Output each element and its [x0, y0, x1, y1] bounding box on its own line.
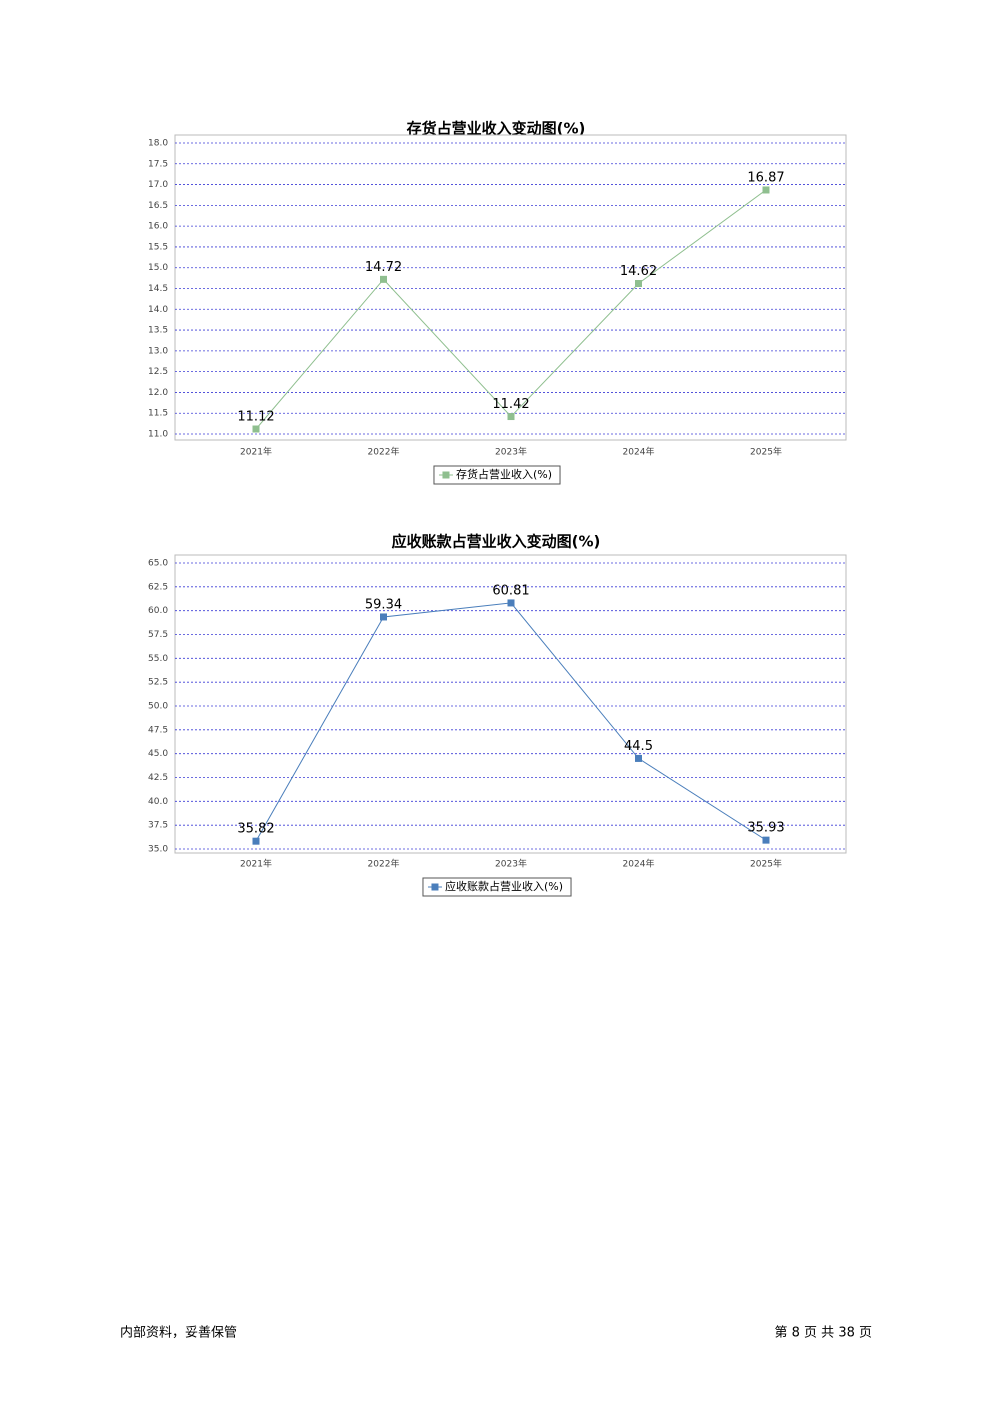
y-tick-label: 55.0	[148, 654, 168, 664]
y-tick-label: 42.5	[148, 773, 168, 783]
y-tick-label: 57.5	[148, 630, 168, 640]
x-tick-label: 2023年	[495, 446, 527, 458]
x-tick-label: 2021年	[240, 858, 272, 870]
chart-title: 存货占营业收入变动图(%)	[407, 120, 586, 138]
x-tick-label: 2022年	[368, 446, 400, 458]
data-point	[380, 613, 387, 621]
legend-box	[422, 877, 572, 897]
y-tick-label: 45.0	[148, 749, 168, 759]
data-point	[380, 275, 387, 283]
y-tick-label: 12.0	[148, 388, 168, 398]
data-label: 44.5	[624, 739, 653, 754]
x-tick-label: 2024年	[623, 858, 655, 870]
y-tick-label: 11.0	[148, 430, 168, 440]
data-label: 14.62	[620, 264, 657, 279]
data-label: 59.34	[365, 597, 402, 612]
data-label: 11.42	[492, 397, 529, 412]
legend-marker	[431, 883, 439, 891]
y-tick-label: 65.0	[148, 559, 168, 569]
chart: 存货占营业收入变动图(%) 11.0 11.5 12.0 12.5 13.0 13.5 14.…	[148, 120, 847, 485]
data-point	[252, 837, 260, 845]
y-tick-label: 13.5	[148, 326, 168, 336]
chart: 应收账款占营业收入变动图(%) 35.0 37.5 40.0 42.5 45.0 47.5 5…	[148, 533, 847, 897]
footer-right: 第 8 页 共 38 页	[775, 1326, 872, 1341]
data-point	[635, 754, 642, 762]
y-tick-label: 15.0	[148, 263, 168, 273]
legend-marker	[442, 471, 450, 479]
legend: 应收账款占营业收入(%)	[422, 877, 572, 897]
data-label: 11.12	[237, 410, 274, 425]
y-tick-label: 35.0	[148, 845, 168, 855]
data-point	[507, 413, 515, 421]
y-tick-label: 40.0	[148, 797, 168, 807]
data-point	[762, 186, 770, 194]
data-point	[252, 425, 260, 433]
x-tick-label: 2023年	[495, 858, 527, 870]
y-tick-label: 11.5	[148, 409, 168, 419]
x-tick-label: 2021年	[240, 446, 272, 458]
data-point	[507, 599, 515, 607]
y-tick-label: 12.5	[148, 367, 168, 377]
y-tick-label: 17.5	[148, 159, 168, 169]
y-tick-label: 47.5	[148, 725, 168, 735]
x-tick-label: 2025年	[750, 858, 782, 870]
y-tick-label: 13.0	[148, 346, 168, 356]
data-label: 60.81	[492, 583, 529, 598]
y-tick-label: 62.5	[148, 582, 168, 592]
data-label: 14.72	[365, 260, 402, 275]
y-tick-label: 18.0	[148, 139, 168, 149]
data-label: 16.87	[747, 170, 784, 185]
legend-label: 应收账款占营业收入(%)	[445, 879, 563, 893]
plot-frame	[174, 554, 847, 854]
footer-left: 内部资料，妥善保管	[120, 1325, 237, 1341]
x-tick-label: 2022年	[368, 858, 400, 870]
plot-frame	[174, 134, 847, 441]
legend: 存货占营业收入(%)	[433, 465, 561, 485]
y-tick-label: 14.0	[148, 305, 168, 315]
y-tick-label: 16.0	[148, 222, 168, 232]
y-tick-label: 15.5	[148, 242, 168, 252]
y-tick-label: 16.5	[148, 201, 168, 211]
y-tick-label: 52.5	[148, 678, 168, 688]
x-tick-label: 2024年	[623, 446, 655, 458]
y-tick-label: 60.0	[148, 606, 168, 616]
y-tick-label: 37.5	[148, 821, 168, 831]
data-label: 35.82	[237, 822, 274, 837]
series-line	[255, 602, 767, 842]
y-tick-label: 14.5	[148, 284, 168, 294]
data-point	[635, 280, 642, 288]
chart-title: 应收账款占营业收入变动图(%)	[392, 533, 601, 551]
data-label: 35.93	[747, 821, 784, 836]
data-point	[762, 836, 770, 844]
y-tick-label: 50.0	[148, 702, 168, 712]
legend-box	[433, 465, 561, 485]
x-tick-label: 2025年	[750, 446, 782, 458]
legend-label: 存货占营业收入(%)	[456, 467, 552, 481]
y-tick-label: 17.0	[148, 180, 168, 190]
